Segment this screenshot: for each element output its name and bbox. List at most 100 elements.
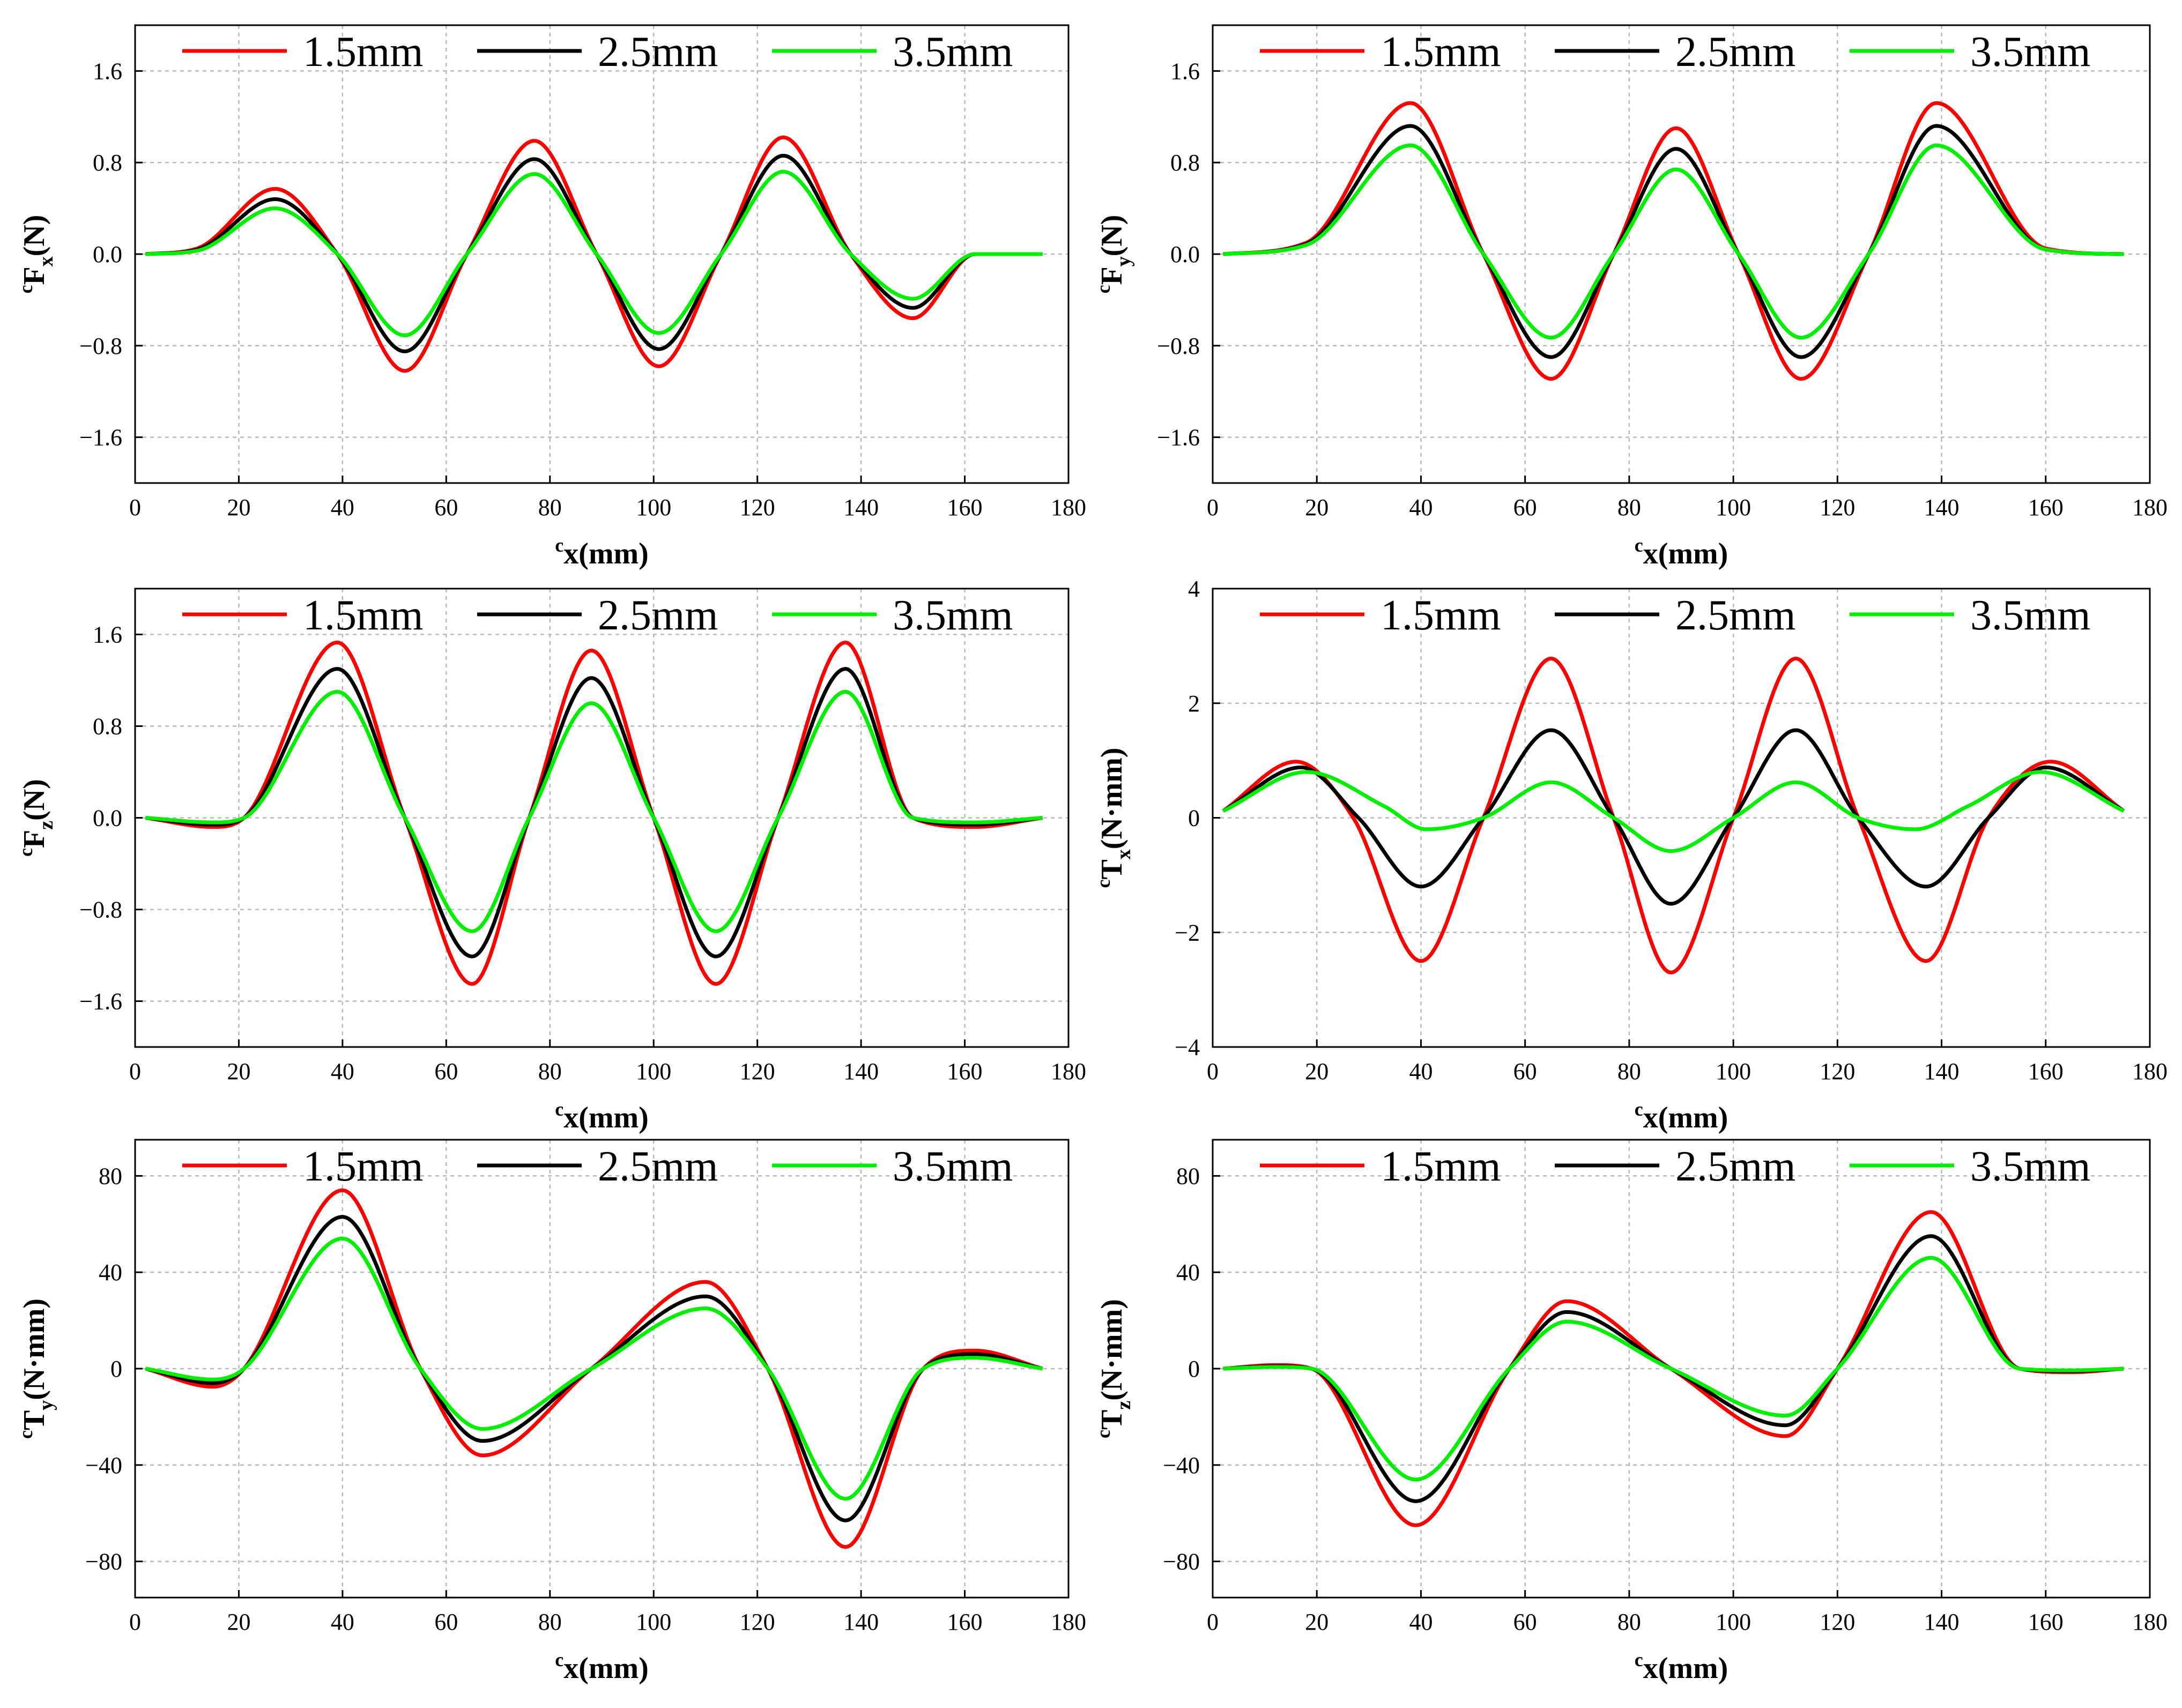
x-tick-label: 120: [740, 494, 775, 521]
legend-label-2.5mm: 2.5mm: [1675, 28, 1795, 76]
x-tick-label: 100: [1716, 494, 1751, 521]
y-axis-title: cFy(N): [1093, 215, 1135, 294]
x-tick-label: 180: [1051, 1058, 1086, 1085]
x-tick-label: 0: [1207, 494, 1219, 521]
y-tick-label: 0: [1188, 805, 1200, 831]
x-tick-label: 60: [434, 1058, 458, 1085]
y-tick-label: −2: [1175, 919, 1200, 946]
y-tick-label: 0.0: [93, 241, 122, 268]
series-line-1.5mm: [1223, 101, 2124, 381]
x-tick-label: 40: [331, 494, 354, 521]
x-axis-title: cx(mm): [555, 1649, 649, 1685]
series-line-1.5mm: [145, 641, 1043, 986]
y-tick-label: −4: [1175, 1034, 1200, 1060]
x-tick-label: 180: [2132, 1609, 2168, 1635]
series-line-1.5mm: [1222, 656, 2125, 975]
x-tick-label: 80: [538, 494, 562, 521]
x-axis-title: cx(mm): [555, 1098, 649, 1134]
legend-label-1.5mm: 1.5mm: [303, 28, 423, 76]
legend-label-1.5mm: 1.5mm: [1381, 592, 1501, 639]
legend-label-1.5mm: 1.5mm: [1381, 28, 1501, 76]
series-line-3.5mm: [145, 169, 1043, 337]
x-tick-label: 0: [1207, 1609, 1219, 1635]
y-tick-label: 80: [99, 1163, 122, 1189]
x-tick-label: 100: [1716, 1609, 1751, 1635]
y-axis-title: cTy(N·mm): [15, 1298, 57, 1439]
x-tick-label: 100: [636, 1058, 671, 1085]
y-tick-label: 1.6: [93, 58, 122, 84]
x-tick-label: 140: [1924, 494, 1960, 521]
chart-panel-tx: 0 20 40 60 80 100 120 140 160 180 −4 −2 0 2 4 1.5mm 2.5m…: [1093, 576, 2168, 1134]
x-tick-label: 180: [1051, 494, 1086, 521]
x-tick-label: 160: [947, 494, 983, 521]
x-tick-label: 40: [1409, 494, 1433, 521]
x-tick-label: 20: [1305, 494, 1329, 521]
chart-panel-fx: 0 20 40 60 80 100 120 140 160 180 −1.6 −0.8 0.0 0.8 1.…: [15, 24, 1086, 570]
x-axis-title: cx(mm): [1635, 534, 1728, 570]
y-tick-label: −40: [85, 1452, 122, 1479]
x-tick-label: 60: [1513, 494, 1537, 521]
x-tick-label: 120: [1820, 494, 1855, 521]
y-tick-label: −0.8: [79, 897, 122, 923]
legend-label-3.5mm: 3.5mm: [893, 28, 1013, 76]
x-tick-label: 80: [538, 1058, 562, 1085]
x-tick-label: 100: [636, 1609, 671, 1635]
legend-label-2.5mm: 2.5mm: [1675, 1143, 1795, 1190]
y-tick-label: −80: [85, 1549, 122, 1575]
y-tick-label: −80: [1163, 1549, 1200, 1575]
x-tick-label: 40: [331, 1609, 354, 1635]
x-tick-label: 60: [1513, 1609, 1537, 1635]
x-tick-label: 40: [1409, 1058, 1433, 1085]
x-tick-label: 60: [434, 494, 458, 521]
y-tick-label: −1.6: [79, 425, 122, 451]
legend-label-1.5mm: 1.5mm: [303, 1143, 423, 1190]
y-tick-label: 4: [1188, 576, 1200, 602]
x-tick-label: 180: [1051, 1609, 1086, 1635]
y-tick-label: 0: [110, 1356, 122, 1382]
x-tick-label: 80: [1617, 494, 1641, 521]
y-tick-label: −0.8: [79, 333, 122, 359]
y-tick-label: 0: [1188, 1356, 1200, 1382]
legend-label-3.5mm: 3.5mm: [893, 1143, 1013, 1190]
x-tick-label: 0: [1207, 1058, 1219, 1085]
chart-panel-fz: 0 20 40 60 80 100 120 140 160 180 −1.6 −0.8 0.0 0.8 1.…: [15, 588, 1086, 1134]
legend-label-3.5mm: 3.5mm: [1970, 1143, 2090, 1190]
x-tick-label: 160: [947, 1609, 983, 1635]
x-axis-title: cx(mm): [555, 534, 649, 570]
y-tick-label: −0.8: [1157, 333, 1200, 359]
x-tick-label: 20: [227, 494, 250, 521]
y-tick-label: 0.8: [1170, 150, 1200, 176]
x-tick-label: 40: [1409, 1609, 1433, 1635]
y-tick-label: 0.0: [93, 805, 122, 831]
x-tick-label: 100: [1716, 1058, 1751, 1085]
x-tick-label: 80: [1617, 1058, 1641, 1085]
series-line-2.5mm: [1222, 728, 2125, 906]
legend-label-3.5mm: 3.5mm: [893, 592, 1013, 639]
x-tick-label: 180: [2132, 1058, 2168, 1085]
y-tick-label: 0.8: [93, 150, 122, 176]
x-tick-label: 20: [1305, 1609, 1329, 1635]
x-tick-label: 120: [740, 1058, 775, 1085]
series-line-3.5mm: [1223, 143, 2124, 340]
x-tick-label: 160: [2028, 1609, 2064, 1635]
x-tick-label: 80: [538, 1609, 562, 1635]
x-tick-label: 40: [331, 1058, 354, 1085]
y-axis-title: cFx(N): [15, 215, 57, 294]
chart-panel-fy: 0 20 40 60 80 100 120 140 160 180 −1.6 −0.8 0.0 0.8 1.…: [1093, 24, 2168, 570]
y-tick-label: −1.6: [1157, 425, 1200, 451]
x-tick-label: 160: [947, 1058, 983, 1085]
x-tick-label: 120: [1820, 1058, 1855, 1085]
x-axis-title: cx(mm): [1635, 1649, 1728, 1685]
y-axis-title: cTz(N·mm): [1093, 1299, 1135, 1438]
y-tick-label: −40: [1163, 1452, 1200, 1479]
x-tick-label: 160: [2028, 1058, 2064, 1085]
x-tick-label: 80: [1617, 1609, 1641, 1635]
series-line-2.5mm: [1223, 124, 2124, 359]
legend-label-2.5mm: 2.5mm: [598, 1143, 718, 1190]
legend-label-3.5mm: 3.5mm: [1970, 28, 2090, 76]
series-line-3.5mm: [1222, 770, 2125, 853]
chart-panel-ty: 0 20 40 60 80 100 120 140 160 180 −80 −40 0 40 80 1.5mm…: [15, 1139, 1086, 1685]
x-tick-label: 20: [227, 1058, 250, 1085]
x-tick-label: 140: [843, 494, 879, 521]
x-axis-title: cx(mm): [1635, 1098, 1728, 1134]
